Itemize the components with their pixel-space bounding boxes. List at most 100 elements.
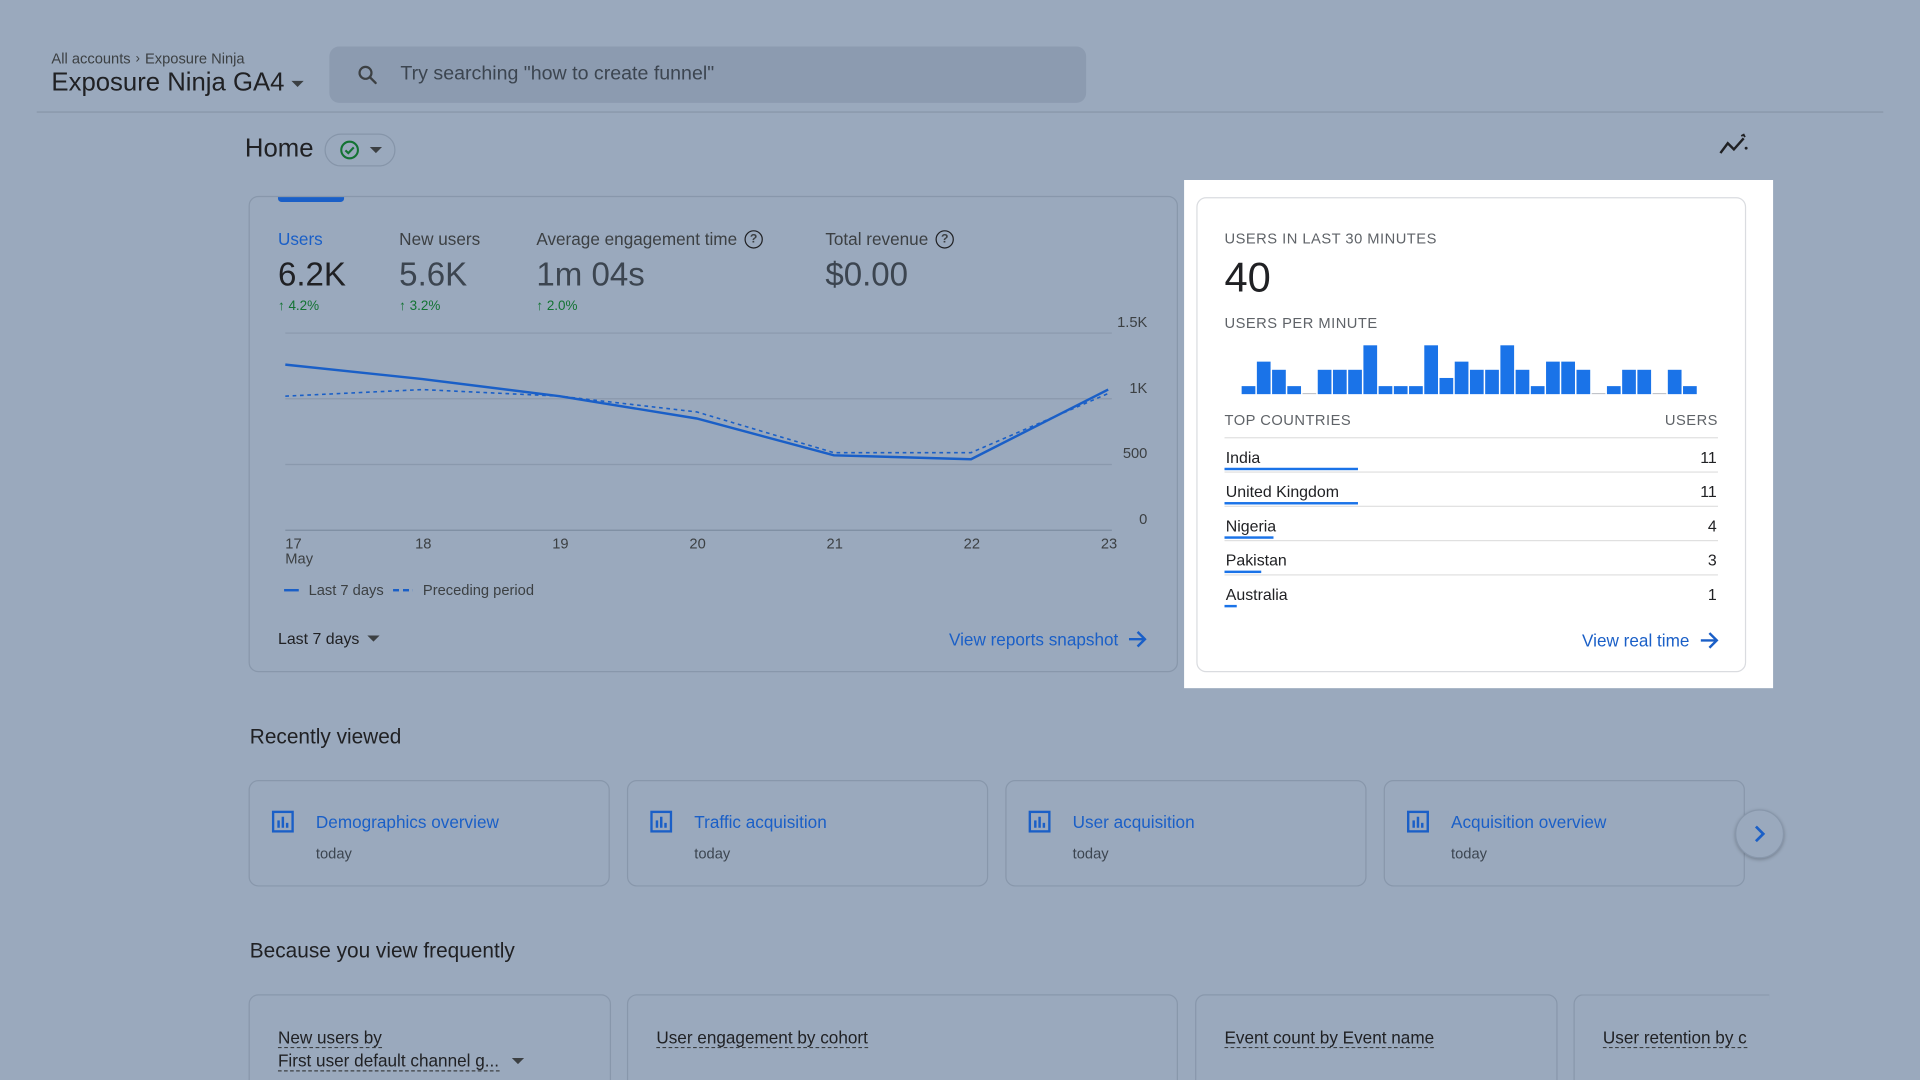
metric-change: ↑ 2.0%	[536, 298, 578, 314]
minute-bar[interactable]	[1591, 393, 1606, 395]
date-range-selector[interactable]: Last 7 days	[278, 629, 379, 648]
minute-bar[interactable]	[1287, 386, 1302, 395]
country-row[interactable]: Australia 1	[1224, 574, 1718, 608]
metric-value: 5.6K	[399, 255, 468, 293]
page-title: Home	[244, 134, 314, 163]
country-share-bar	[1224, 570, 1262, 574]
recent-report-card[interactable]: Traffic acquisition today	[626, 780, 989, 887]
card-title: Event count by Event name	[1224, 1027, 1435, 1049]
property-name: Exposure Ninja GA4	[51, 68, 285, 97]
country-row[interactable]: Pakistan 3	[1224, 540, 1718, 574]
metric-users[interactable]: Users 6.2K ↑ 4.2%	[278, 229, 346, 313]
realtime-highlight: USERS IN LAST 30 MINUTES 40 USERS PER MI…	[1184, 180, 1774, 689]
minute-bar[interactable]	[1606, 386, 1621, 395]
country-row[interactable]: United Kingdom 11	[1224, 471, 1718, 505]
data-status-button[interactable]	[324, 133, 396, 167]
dimension-selector[interactable]: First user default channel g...	[277, 1051, 524, 1072]
metric-new-users[interactable]: New users 5.6K ↑ 3.2%	[399, 229, 480, 313]
minute-bar[interactable]	[1485, 369, 1499, 395]
minute-bar[interactable]	[1500, 345, 1515, 395]
minute-bar[interactable]	[1378, 386, 1393, 395]
bar-chart-icon	[1028, 810, 1051, 833]
minute-bar[interactable]	[1454, 361, 1469, 395]
minute-bar[interactable]	[1256, 361, 1271, 395]
top-countries-header: TOP COUNTRIES	[1224, 411, 1352, 429]
minute-bar[interactable]	[1546, 361, 1560, 395]
minute-bar[interactable]	[1241, 386, 1256, 395]
minute-bar[interactable]	[1272, 369, 1286, 395]
recent-report-card[interactable]: Demographics overview today	[248, 780, 610, 887]
card-title: User engagement by cohort	[656, 1027, 868, 1049]
view-reports-snapshot-link[interactable]: View reports snapshot	[949, 629, 1148, 649]
minute-bar[interactable]	[1667, 369, 1682, 395]
minute-bar[interactable]	[1469, 369, 1484, 395]
minute-bar[interactable]	[1332, 369, 1347, 395]
users-line-chart	[285, 332, 1112, 531]
frequent-card[interactable]: New users by First user default channel …	[248, 994, 612, 1080]
minute-bar[interactable]	[1515, 369, 1530, 395]
metric-label: Total revenue	[825, 228, 929, 249]
minute-bar[interactable]	[1393, 386, 1408, 395]
minute-bar[interactable]	[1439, 377, 1454, 395]
help-icon[interactable]: ?	[935, 229, 954, 248]
minute-bar[interactable]	[1317, 369, 1332, 395]
frequent-card[interactable]: User engagement by cohort	[626, 994, 1178, 1080]
search-bar[interactable]: Try searching "how to create funnel"	[329, 46, 1087, 103]
country-share-bar	[1224, 604, 1237, 608]
minute-bar[interactable]	[1637, 369, 1652, 395]
metric-value: $0.00	[825, 255, 909, 293]
minute-bar[interactable]	[1530, 386, 1545, 395]
caret-down-icon	[291, 80, 305, 87]
minute-bar[interactable]	[1363, 345, 1378, 395]
report-title: Demographics overview	[315, 811, 499, 832]
country-row[interactable]: India 11	[1224, 437, 1718, 471]
metric-total-revenue[interactable]: Total revenue ? $0.00	[825, 229, 954, 294]
metric-value: 6.2K	[277, 255, 346, 293]
chart-legend: Last 7 days Preceding period	[284, 582, 534, 599]
minute-bar[interactable]	[1561, 361, 1575, 395]
report-title: User acquisition	[1072, 811, 1195, 832]
breadcrumb-all-accounts[interactable]: All accounts	[51, 50, 131, 68]
country-users: 11	[1700, 482, 1717, 501]
country-row[interactable]: Nigeria 4	[1224, 505, 1718, 540]
metric-label-wrap: Total revenue ?	[825, 229, 954, 249]
frequent-card[interactable]: User retention by c	[1573, 994, 1770, 1080]
report-viewed-time: today	[1072, 844, 1109, 863]
minute-bar[interactable]	[1302, 393, 1317, 395]
recent-report-card[interactable]: User acquisition today	[1005, 780, 1367, 887]
minute-bar[interactable]	[1622, 369, 1636, 395]
check-circle-icon	[339, 140, 359, 160]
minute-bar[interactable]	[1576, 369, 1591, 395]
breadcrumb: All accounts › Exposure Ninja	[51, 50, 244, 67]
insights-icon[interactable]	[1718, 133, 1750, 164]
metric-engagement-time[interactable]: Average engagement time ? 1m 04s ↑ 2.0%	[536, 229, 763, 314]
view-real-time-link[interactable]: View real time	[1582, 631, 1719, 650]
country-name: Australia	[1225, 585, 1288, 604]
help-icon[interactable]: ?	[744, 229, 763, 248]
y-tick-label: 500	[1122, 444, 1148, 463]
recent-report-card[interactable]: Acquisition overview today	[1383, 780, 1745, 887]
country-share-bar	[1224, 467, 1358, 471]
bar-chart-icon	[650, 810, 673, 833]
metric-label-wrap: Average engagement time ?	[536, 229, 763, 249]
minute-bar[interactable]	[1683, 386, 1697, 395]
overview-card: Users 6.2K ↑ 4.2% New users 5.6K ↑ 3.2% …	[248, 195, 1178, 673]
minute-bar[interactable]	[1424, 345, 1439, 395]
y-tick-label: 1K	[1129, 379, 1148, 397]
minute-bar[interactable]	[1348, 369, 1362, 395]
x-tick-label: 22	[963, 535, 981, 553]
x-tick-label: 19	[552, 535, 569, 553]
property-selector[interactable]: Exposure Ninja GA4	[51, 68, 305, 98]
legend-previous: Preceding period	[422, 581, 535, 599]
breadcrumb-account[interactable]: Exposure Ninja	[144, 50, 245, 68]
next-button[interactable]	[1735, 809, 1785, 859]
frequent-card[interactable]: Event count by Event name	[1195, 994, 1558, 1080]
link-label: View reports snapshot	[948, 629, 1119, 649]
minute-bar[interactable]	[1409, 386, 1423, 395]
x-tick-label: 17	[285, 535, 302, 553]
metric-label: Users	[277, 228, 323, 249]
country-users: 3	[1707, 551, 1717, 570]
minute-bar[interactable]	[1652, 393, 1667, 395]
y-tick-label: 1.5K	[1117, 313, 1148, 331]
users-per-minute-chart[interactable]	[1225, 338, 1718, 395]
